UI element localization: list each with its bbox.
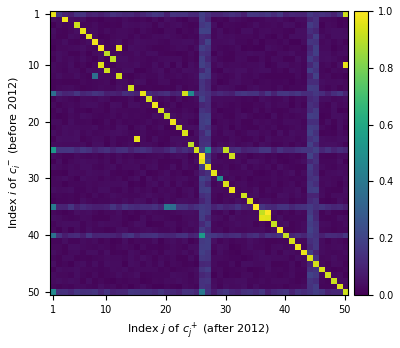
X-axis label: Index $j$ of $c_j^+$ (after 2012): Index $j$ of $c_j^+$ (after 2012) [127, 320, 270, 341]
Y-axis label: Index $i$ of $c_i^-$ (before 2012): Index $i$ of $c_i^-$ (before 2012) [7, 77, 22, 229]
